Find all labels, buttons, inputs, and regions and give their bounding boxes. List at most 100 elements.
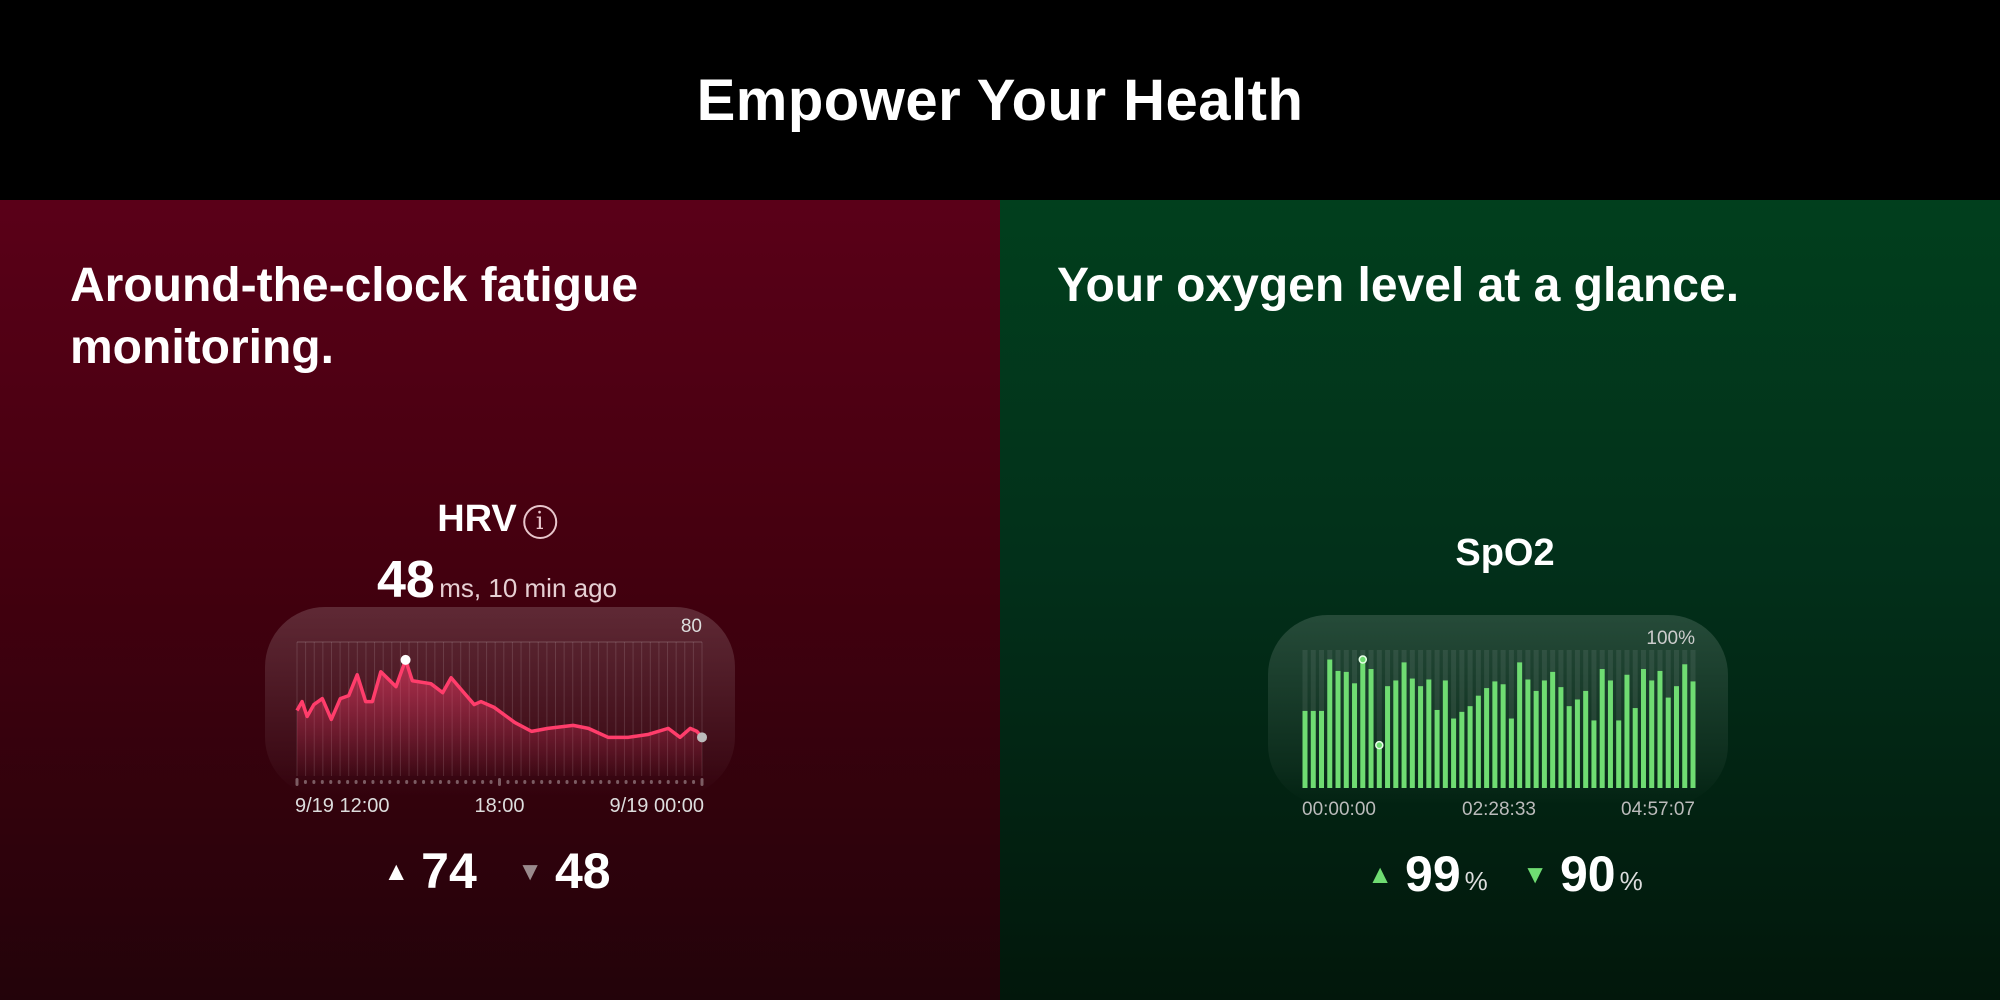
spo2-bar (1640, 669, 1646, 788)
spo2-bar (1682, 664, 1688, 788)
axis-dot (472, 780, 476, 784)
y-max-label: 100% (1646, 628, 1695, 649)
info-icon[interactable]: i (522, 505, 557, 539)
page-title: Empower Your Health (696, 67, 1304, 133)
axis-dot (422, 780, 426, 784)
bar-track (1591, 650, 1597, 788)
spo2-max-unit: % (1464, 866, 1488, 896)
spo2-heading: Your oxygen level at a glance. (1057, 259, 1740, 312)
spo2-bar (1302, 710, 1308, 788)
spo2-bar (1352, 683, 1358, 788)
triangle-up-icon: ▲ (1367, 858, 1394, 889)
spo2-min-point (1375, 740, 1384, 750)
spo2-bar (1541, 680, 1547, 788)
spo2-bar (1657, 670, 1663, 788)
hrv-heading-line1: Around-the-clock fatigue (70, 259, 639, 312)
spo2-bar (1558, 687, 1564, 788)
axis-dot (371, 780, 375, 784)
x-tick-label: 00:00:00 (1302, 799, 1376, 820)
spo2-bar (1607, 680, 1613, 788)
axis-dot (641, 780, 645, 784)
axis-dot (312, 780, 316, 784)
hrv-max-point (400, 654, 411, 665)
spo2-bar (1566, 706, 1572, 788)
triangle-down-icon: ▼ (517, 855, 543, 886)
axis-dot (683, 780, 687, 784)
spo2-min-unit: % (1619, 866, 1643, 896)
spo2-bar (1409, 678, 1415, 788)
hrv-heading-line2: monitoring. (70, 321, 334, 374)
spo2-bar (1376, 745, 1382, 788)
axis-dot (489, 780, 493, 784)
hrv-area (297, 659, 702, 776)
axis-dot (329, 780, 333, 784)
axis-dot (616, 780, 620, 784)
spo2-max: ▲ 99% (1367, 845, 1487, 903)
axis-dot (481, 780, 485, 784)
spo2-stats: ▲ 99% ▼ 90% (1367, 845, 1642, 903)
spo2-bar (1310, 710, 1316, 788)
axis-dot (599, 780, 603, 784)
axis-dot (396, 780, 400, 784)
spo2-panel: Your oxygen level at a glance. (1000, 200, 2000, 1000)
spo2-bar (1335, 670, 1341, 788)
axis-dot (447, 780, 451, 784)
spo2-bar (1401, 662, 1407, 788)
hrv-value: 48 (376, 551, 435, 609)
axis-dot (405, 780, 409, 784)
axis-dot (455, 780, 459, 784)
spo2-bar (1327, 659, 1333, 788)
hrv-value-suffix: ms, 10 min ago (439, 573, 618, 603)
spo2-bar (1583, 690, 1589, 788)
spo2-bar (1492, 681, 1498, 788)
hrv-last-point (697, 732, 707, 743)
axis-dot (303, 780, 307, 784)
spo2-max-point (1358, 655, 1368, 664)
axis-dot (540, 780, 544, 784)
axis-dot (557, 780, 561, 784)
spo2-max-value: 99 (1405, 846, 1461, 902)
x-tick-label: 02:28:33 (1462, 799, 1536, 820)
spo2-title: SpO2 (1455, 532, 1555, 574)
spo2-min: ▼ 90% (1522, 845, 1642, 903)
y-max-label: 80 (681, 616, 702, 637)
spo2-bar (1500, 684, 1506, 788)
axis-dot (582, 780, 586, 784)
axis-dot (388, 780, 392, 784)
axis-dot (464, 780, 468, 784)
axis-dot (363, 780, 366, 784)
axis-dot (506, 780, 510, 784)
axis-dot (523, 780, 527, 784)
axis-dot (633, 780, 636, 784)
hrv-max: ▲ 74 (383, 842, 476, 900)
spo2-bar (1418, 686, 1424, 788)
spo2-bar (1385, 686, 1391, 788)
axis-dot (430, 780, 434, 784)
axis-dot (498, 778, 501, 786)
axis-dot (320, 780, 324, 784)
spo2-bar (1426, 679, 1432, 788)
axis-dot (354, 780, 358, 784)
triangle-down-icon: ▼ (1522, 858, 1548, 889)
spo2-bar (1624, 674, 1630, 788)
spo2-bar (1649, 680, 1655, 788)
spo2-bar (1632, 708, 1638, 788)
spo2-bar (1517, 662, 1523, 788)
axis-dot (438, 780, 442, 784)
axis-dot (514, 780, 518, 784)
spo2-bar (1616, 720, 1622, 788)
bar-track (1616, 650, 1622, 788)
hrv-panel: Around-the-clock fatigue monitoring. (0, 200, 1000, 1000)
spo2-bar (1451, 718, 1457, 788)
x-tick-label: 04:57:07 (1621, 799, 1695, 820)
hrv-heading: Around-the-clock fatigue monitoring. (70, 255, 770, 379)
spo2-bar (1690, 681, 1696, 788)
hrv-title-text: HRV (437, 498, 517, 540)
hrv-min-value: 48 (554, 843, 611, 899)
spo2-bar (1574, 699, 1580, 788)
hrv-current: 48 ms, 10 min ago (377, 550, 617, 610)
spo2-bar (1442, 680, 1448, 788)
hrv-min: ▼ 48 (517, 842, 610, 900)
